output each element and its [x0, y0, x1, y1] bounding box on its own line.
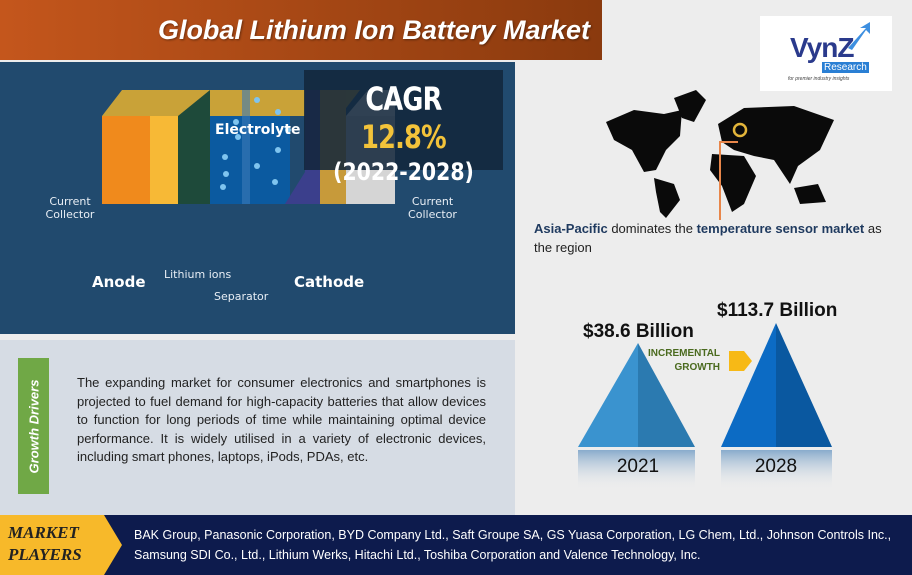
cagr-label: CAGR [365, 80, 442, 118]
market-size-pyramids [578, 323, 832, 490]
electrolyte-label: Electrolyte [215, 122, 301, 138]
separator-label: Separator [214, 290, 269, 303]
logo-sub: Research [822, 62, 869, 73]
market-players-bar: MARKET PLAYERS BAK Group, Panasonic Corpo… [0, 515, 912, 575]
incremental-growth-label: INCREMENTAL GROWTH [648, 347, 720, 375]
region-text-1: dominates the [607, 221, 697, 236]
page-title: Global Lithium Ion Battery Market [0, 0, 602, 60]
market-players-label-2: PLAYERS [8, 545, 82, 564]
cathode-label: Cathode [294, 273, 365, 291]
region-text: Asia-Pacific dominates the temperature s… [534, 219, 894, 257]
market-players-list: BAK Group, Panasonic Corporation, BYD Co… [134, 528, 892, 562]
region-highlight: Asia-Pacific [534, 221, 608, 236]
year-2028: 2028 [754, 456, 798, 477]
world-map-icon [606, 90, 834, 220]
value-2021: $38.6 Billion [583, 321, 694, 342]
region-text-2: as the region [534, 221, 882, 255]
cagr-box: CAGR 12.8% (2022-2028) [304, 70, 503, 186]
current-collector-right-label: Current Collector [408, 195, 457, 221]
logo-arrow-icon [848, 22, 870, 50]
anode-label: Anode [92, 273, 146, 291]
region-highlight-2: temperature sensor market [696, 221, 865, 236]
location-pin-icon [732, 122, 748, 138]
value-2028: $113.7 Billion [717, 300, 838, 321]
pyramid-2021 [578, 343, 638, 447]
current-collector-left-label: Current Collector [45, 195, 95, 221]
year-2021: 2021 [616, 456, 660, 477]
incremental-label-1: INCREMENTAL [648, 348, 721, 359]
incremental-label-2: GROWTH [674, 362, 721, 373]
arrow-right-icon [729, 351, 752, 371]
logo-tagline: for premier industry insights [788, 76, 850, 82]
cagr-value: 12.8% [361, 118, 447, 156]
growth-drivers-panel: Growth Drivers The expanding market for … [0, 340, 515, 515]
lithium-ions-label: Lithium ions [164, 268, 232, 281]
pyramid-2028 [721, 323, 776, 447]
market-players-label-1: MARKET [8, 523, 79, 542]
cagr-period: (2022-2028) [333, 158, 474, 186]
market-players-tag: MARKET PLAYERS [0, 515, 122, 575]
growth-drivers-text: The expanding market for consumer electr… [77, 375, 486, 465]
logo-name: VynZ [790, 32, 854, 63]
growth-drivers-tag: Growth Drivers [18, 358, 49, 494]
vynz-logo: VynZ Research for premier industry insig… [760, 16, 892, 91]
